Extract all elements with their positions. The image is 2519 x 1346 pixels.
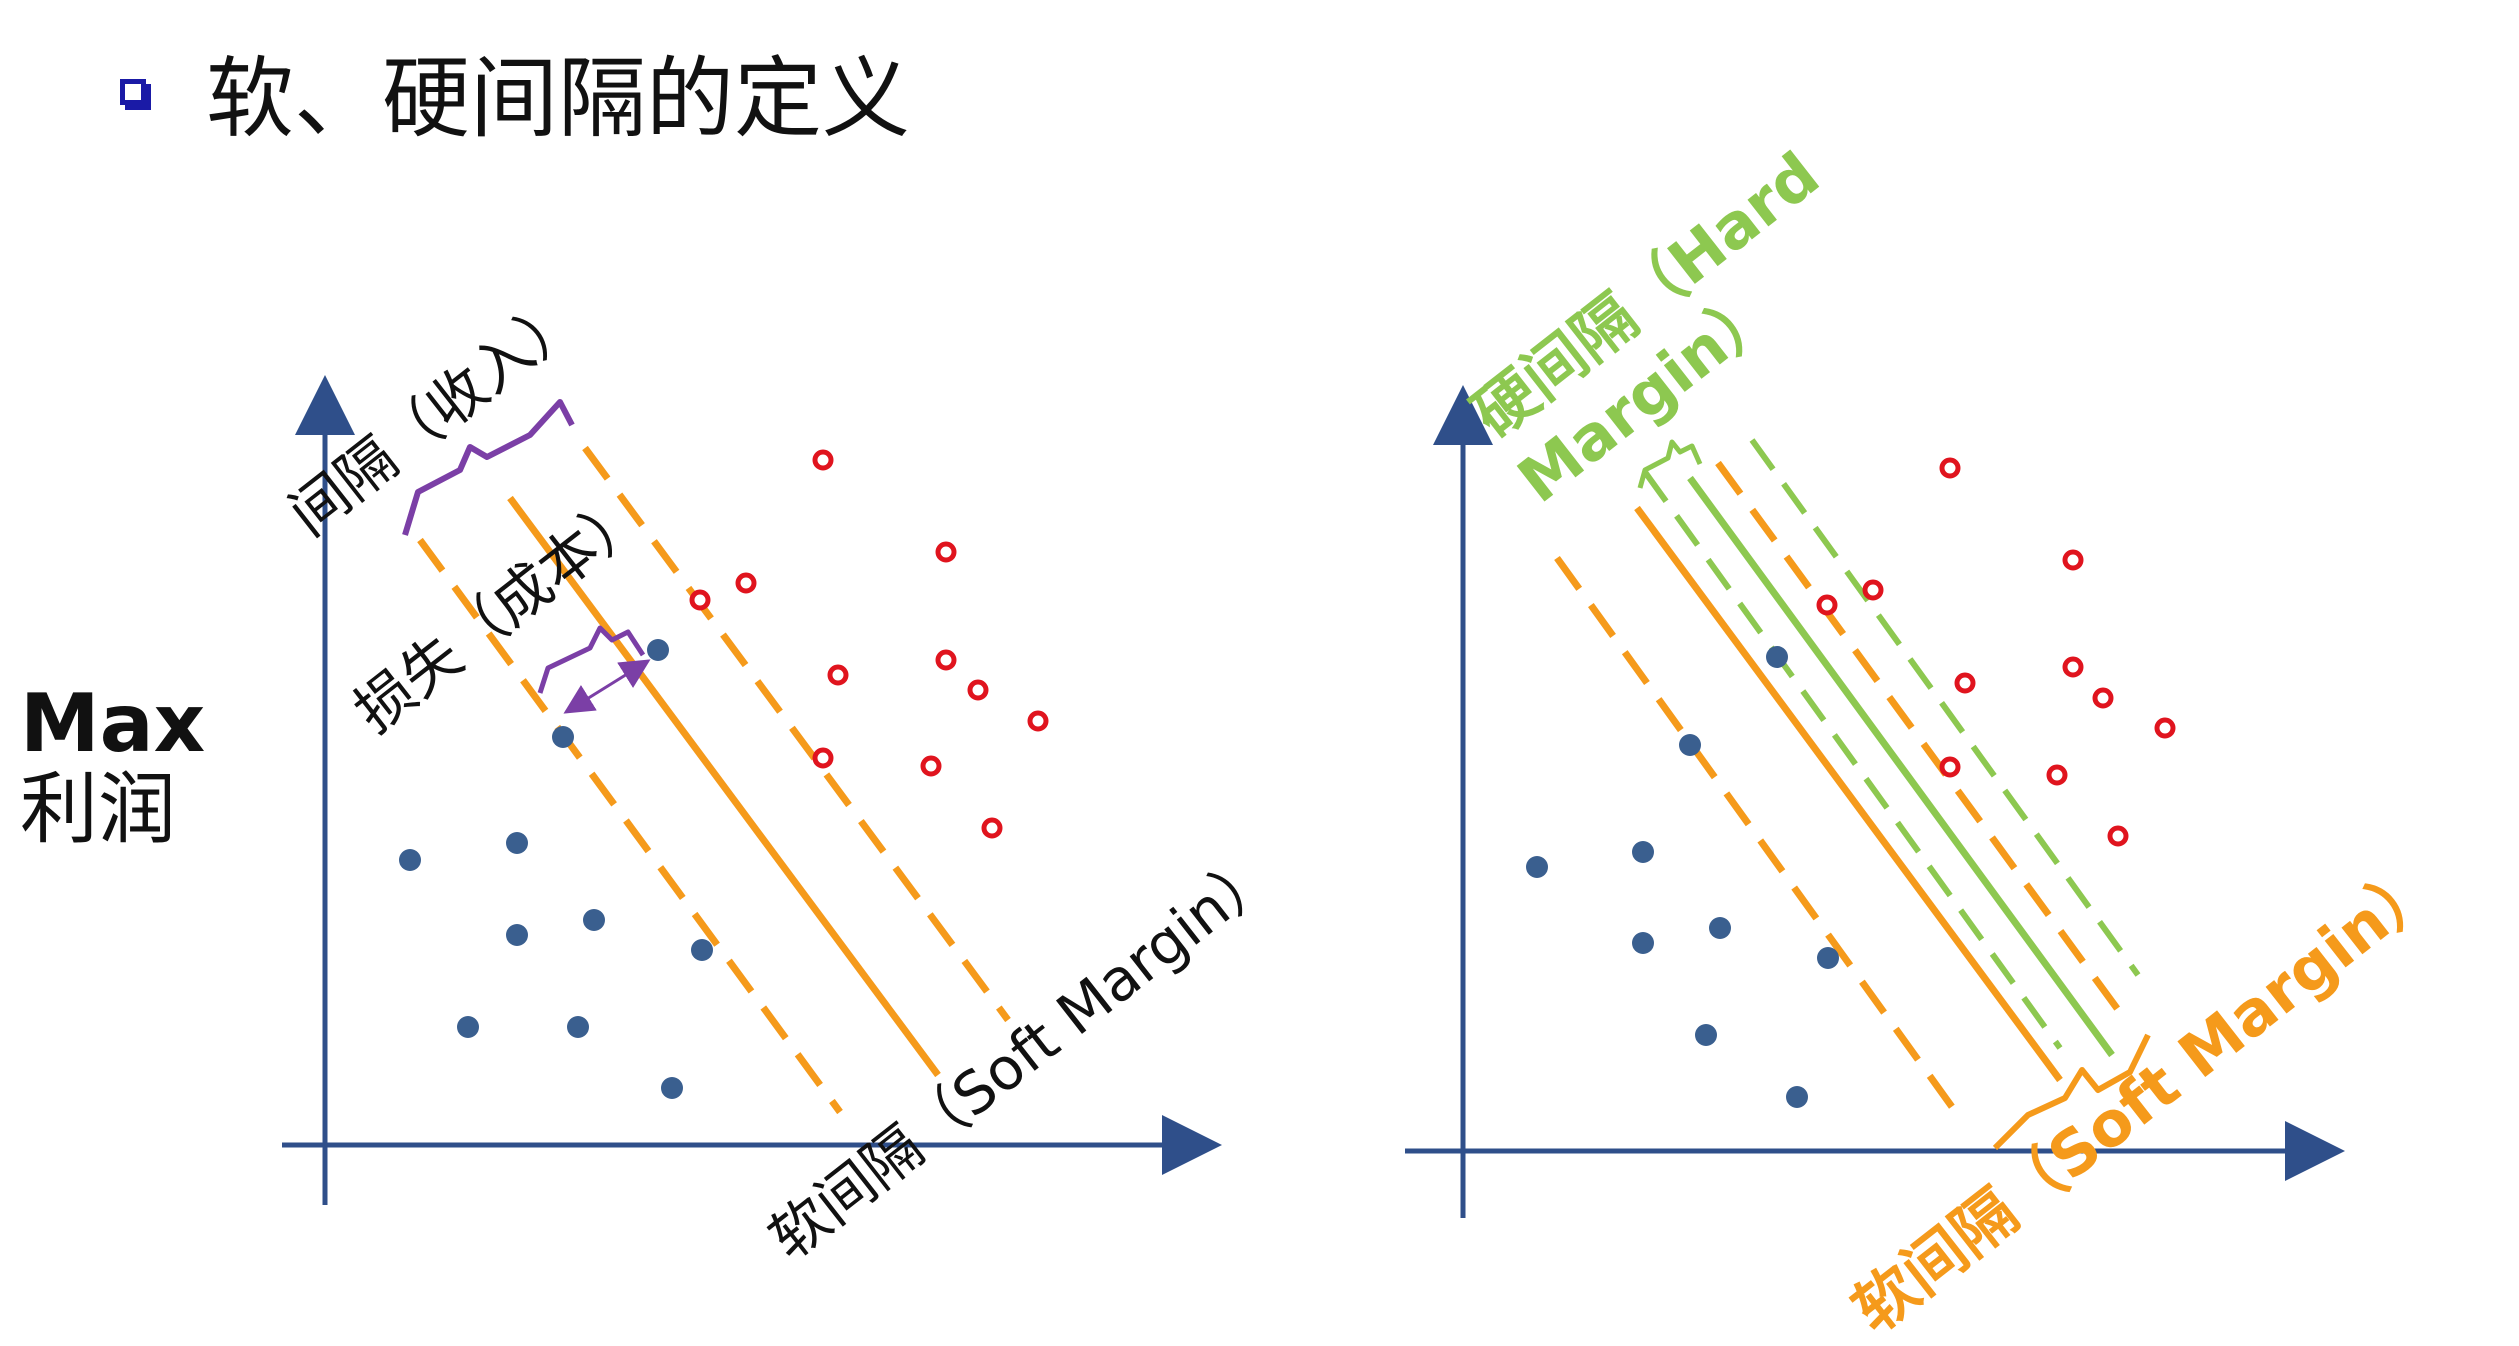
red-point [2062, 549, 2084, 571]
right-panel: 硬间隔（Hard Margin） 软间隔（Soft Margin） [1405, 138, 2451, 1346]
left-blue-points [399, 639, 713, 1099]
right-red-points [1816, 457, 2176, 847]
red-point [827, 664, 849, 686]
red-point [1939, 756, 1961, 778]
hard-margin-bracket [1637, 439, 1703, 489]
blue-point [457, 1016, 479, 1038]
margin-bracket [402, 399, 575, 536]
right-blue-points [1526, 646, 1839, 1108]
red-point [1816, 594, 1838, 616]
right-soft-decision-line [1634, 505, 2063, 1083]
red-point [981, 817, 1003, 839]
red-point [935, 541, 957, 563]
blue-point [583, 909, 605, 931]
red-point [2154, 717, 2176, 739]
left-red-points [689, 449, 1049, 839]
blue-point [691, 939, 713, 961]
loss-double-arrow [563, 659, 651, 714]
blue-point [399, 849, 421, 871]
right-soft-margin-upper [1715, 460, 2130, 1025]
red-point [812, 747, 834, 769]
soft-margin-bracket [1992, 1033, 2151, 1151]
side-label: Max 利润 [20, 680, 205, 854]
red-point [1862, 579, 1884, 601]
blue-point [552, 726, 574, 748]
right-hard-margin-upper [1749, 438, 2141, 977]
loss-label: 损失（成本） [342, 478, 658, 746]
red-point [2092, 687, 2114, 709]
blue-point [1695, 1024, 1717, 1046]
loss-bracket [537, 625, 646, 694]
right-soft-margin-label: 软间隔（Soft Margin） [1839, 846, 2451, 1346]
blue-point [567, 1016, 589, 1038]
red-point [1954, 672, 1976, 694]
right-hard-decision-line [1687, 475, 2115, 1058]
red-point [1027, 710, 1049, 732]
side-label-profit: 利润 [20, 765, 177, 855]
red-point [967, 679, 989, 701]
right-hard-margin-lower [1642, 470, 2063, 1050]
blue-point [661, 1077, 683, 1099]
left-decision-line [507, 495, 941, 1078]
red-point [812, 449, 834, 471]
red-point [935, 649, 957, 671]
blue-point [1632, 932, 1654, 954]
blue-point [1817, 947, 1839, 969]
red-point [920, 755, 942, 777]
red-point [735, 572, 757, 594]
red-point [1939, 457, 1961, 479]
red-point [2107, 825, 2129, 847]
left-soft-margin-upper [582, 445, 1011, 1023]
left-panel: 间隔（收入） 损失（成本） 软间隔（Soft Margin） [277, 281, 1288, 1273]
blue-point [1766, 646, 1788, 668]
side-label-max: Max [20, 677, 206, 770]
red-point [689, 589, 711, 611]
blue-point [506, 924, 528, 946]
blue-point [1786, 1086, 1808, 1108]
slide-title: 软、硬间隔的定义 [120, 28, 910, 155]
blue-point [1526, 856, 1548, 878]
left-soft-margin-label: 软间隔（Soft Margin） [757, 837, 1288, 1273]
blue-point [1679, 734, 1701, 756]
red-point [2062, 656, 2084, 678]
blue-point [1632, 841, 1654, 863]
blue-point [647, 639, 669, 661]
blue-point [1709, 917, 1731, 939]
title-text: 软、硬间隔的定义 [206, 47, 911, 150]
blue-point [506, 832, 528, 854]
square-bullet-icon [120, 78, 146, 105]
left-soft-margin-lower [417, 537, 843, 1115]
red-point [2046, 764, 2068, 786]
